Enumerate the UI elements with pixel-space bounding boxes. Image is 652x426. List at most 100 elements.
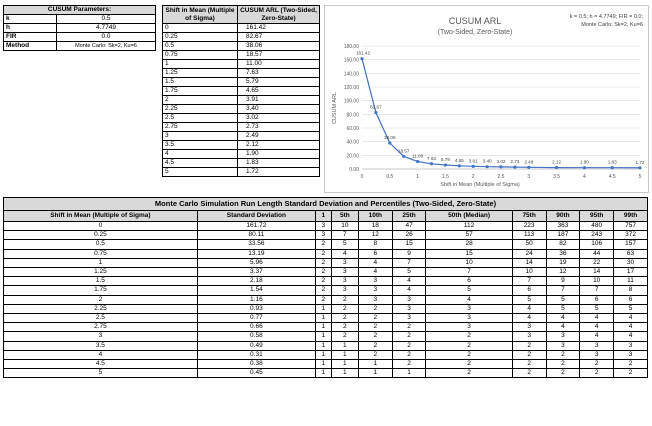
data-label: 161.42 bbox=[356, 51, 370, 56]
mc-row: 2 1.16 2 2 3 3 4 5 5 6 6 bbox=[3, 294, 648, 305]
mc-cell: 6 bbox=[511, 285, 547, 296]
data-point bbox=[443, 163, 447, 167]
data-label: 4.65 bbox=[455, 158, 464, 163]
param-key: h bbox=[3, 23, 57, 33]
mc-cell: 480 bbox=[579, 220, 615, 232]
mc-cell: 2 bbox=[545, 368, 581, 379]
mc-cell: 1.16 bbox=[196, 294, 316, 305]
mc-header-cell: 5th bbox=[330, 210, 359, 222]
mc-header-cell: 50th (Median) bbox=[425, 210, 513, 222]
x-tick-label: 1 bbox=[416, 174, 419, 180]
mc-cell: 2 bbox=[330, 294, 359, 305]
mc-header-cell: 95th bbox=[579, 210, 615, 222]
data-point bbox=[499, 165, 503, 169]
mc-cell: 10 bbox=[511, 267, 547, 278]
arl-row: 1 11.00 bbox=[162, 59, 321, 69]
mc-cell: 363 bbox=[545, 220, 581, 232]
mc-cell: 2 bbox=[330, 313, 359, 324]
mc-cell: 4 bbox=[511, 303, 547, 315]
y-tick-label: 100.00 bbox=[344, 99, 360, 105]
data-label: 3.40 bbox=[483, 159, 492, 164]
mc-cell: 2 bbox=[425, 331, 513, 342]
mc-cell: 7 bbox=[545, 285, 581, 296]
mc-cell: 0.25 bbox=[3, 230, 198, 241]
mc-cell: 30 bbox=[613, 257, 648, 269]
chart-title: CUSUM ARL bbox=[449, 16, 502, 26]
data-label: 1.90 bbox=[580, 160, 589, 165]
arl-shift-cell: 5 bbox=[162, 167, 238, 177]
mc-header-cell: Shift in Mean (Multiple of Sigma) bbox=[3, 210, 198, 222]
parameters-title: CUSUM Parameters: bbox=[3, 5, 156, 15]
y-tick-label: 180.00 bbox=[344, 44, 360, 50]
arl-shift-cell: 1.75 bbox=[162, 86, 238, 96]
mc-cell: 2 bbox=[425, 340, 513, 351]
data-label: 3.91 bbox=[469, 158, 478, 163]
arl-shift-cell: 0.75 bbox=[162, 50, 238, 60]
mc-cell: 2 bbox=[545, 359, 581, 370]
arl-row: 2 3.91 bbox=[162, 95, 321, 105]
mc-cell: 9 bbox=[391, 248, 427, 259]
mc-cell: 2 bbox=[314, 267, 332, 278]
mc-cell: 80.11 bbox=[196, 230, 316, 241]
mc-cell: 2 bbox=[314, 257, 332, 269]
mc-cell: 0.49 bbox=[196, 340, 316, 351]
mc-cell: 28 bbox=[425, 239, 513, 250]
mc-cell: 1 bbox=[391, 368, 427, 379]
mc-cell: 0.66 bbox=[196, 322, 316, 333]
mc-cell: 3 bbox=[545, 331, 581, 342]
mc-cell: 2 bbox=[391, 359, 427, 370]
x-tick-label: 2.5 bbox=[498, 174, 505, 180]
arl-value-cell: 2.12 bbox=[236, 140, 321, 150]
mc-cell: 12 bbox=[545, 267, 581, 278]
data-point bbox=[638, 166, 642, 170]
mc-cell: 0.5 bbox=[3, 239, 198, 250]
mc-cell: 113 bbox=[511, 230, 547, 241]
mc-cell: 1 bbox=[357, 368, 393, 379]
mc-cell: 2 bbox=[314, 276, 332, 287]
arl-row: 4 1.90 bbox=[162, 149, 321, 159]
mc-cell: 2 bbox=[357, 340, 393, 351]
mc-header-cell: 75th bbox=[511, 210, 547, 222]
mc-cell: 2 bbox=[391, 322, 427, 333]
mc-cell: 57 bbox=[425, 230, 513, 241]
mc-cell: 1 bbox=[314, 313, 332, 324]
mc-cell: 4 bbox=[357, 267, 393, 278]
arl-row: 0.25 82.67 bbox=[162, 32, 321, 42]
mc-cell: 8 bbox=[357, 239, 393, 250]
mc-cell: 2 bbox=[357, 303, 393, 315]
mc-row: 0.25 80.11 3 7 12 26 57 113 187 243 372 bbox=[3, 230, 648, 241]
x-axis-label: Shift in Mean (Multiple of Sigma) bbox=[440, 182, 520, 188]
data-point bbox=[374, 110, 378, 115]
mc-cell: 2 bbox=[391, 340, 427, 351]
mc-cell: 1.25 bbox=[3, 267, 198, 278]
x-tick-label: 0 bbox=[361, 174, 364, 180]
mc-row: 4.5 0.38 1 1 1 2 2 2 2 2 2 bbox=[3, 359, 648, 370]
data-point bbox=[402, 154, 406, 158]
mc-cell: 33.56 bbox=[196, 239, 316, 250]
mc-cell: 47 bbox=[391, 220, 427, 232]
arl-shift-cell: 1.25 bbox=[162, 68, 238, 78]
arl-shift-cell: 2.5 bbox=[162, 113, 238, 123]
mc-header-cell: 25th bbox=[391, 210, 427, 222]
mc-cell: 3 bbox=[425, 322, 513, 333]
x-tick-label: 0.5 bbox=[386, 174, 393, 180]
mc-cell: 4 bbox=[579, 331, 615, 342]
mc-cell: 2 bbox=[391, 331, 427, 342]
arl-value-cell: 1.90 bbox=[236, 149, 321, 159]
y-tick-label: 60.00 bbox=[346, 126, 359, 132]
y-tick-label: 0.00 bbox=[349, 167, 359, 173]
arl-shift-cell: 3 bbox=[162, 131, 238, 141]
mc-cell: 2.18 bbox=[196, 276, 316, 287]
data-label: 1.83 bbox=[608, 160, 617, 165]
mc-cell: 7 bbox=[579, 285, 615, 296]
mc-cell: 2 bbox=[314, 248, 332, 259]
data-point bbox=[457, 164, 461, 168]
arl-shift-cell: 0.25 bbox=[162, 32, 238, 42]
mc-cell: 3 bbox=[613, 340, 648, 351]
mc-cell: 0.93 bbox=[196, 303, 316, 315]
mc-cell: 4 bbox=[545, 322, 581, 333]
mc-cell: 4.5 bbox=[3, 359, 198, 370]
mc-cell: 2.5 bbox=[3, 313, 198, 324]
arl-row: 2.5 3.02 bbox=[162, 113, 321, 123]
arl-shift-cell: 2.75 bbox=[162, 122, 238, 132]
